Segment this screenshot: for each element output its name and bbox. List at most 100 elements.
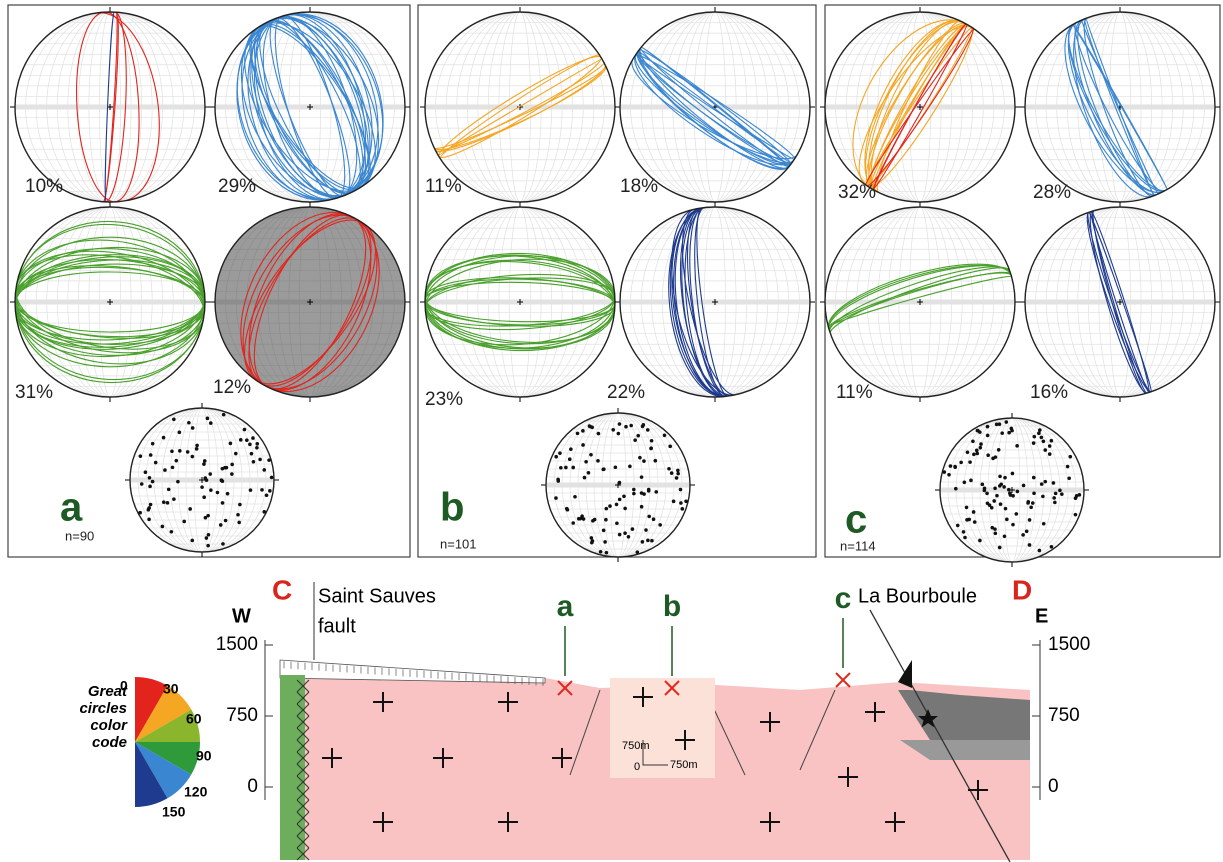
pole-dot xyxy=(1015,489,1020,494)
site-label: b xyxy=(663,590,681,623)
pole-dot xyxy=(963,535,967,540)
panel-count: n=101 xyxy=(440,536,477,551)
granite-cross xyxy=(373,812,393,832)
fault-breccia xyxy=(296,751,310,765)
pole-dot xyxy=(1039,482,1044,486)
axis-label: 0 xyxy=(247,776,258,797)
pole-dot xyxy=(575,431,580,436)
pole-dot xyxy=(208,472,213,476)
pole-dot xyxy=(986,453,990,457)
pole-dot xyxy=(166,487,171,492)
pole-dot xyxy=(987,503,992,507)
pole-dot xyxy=(567,457,572,462)
pole-dot xyxy=(172,497,176,501)
pole-dot xyxy=(635,550,640,555)
pole-dot xyxy=(650,538,654,543)
stereonet xyxy=(210,202,410,402)
pole-dot xyxy=(653,458,658,463)
pole-dot xyxy=(998,474,1002,479)
pole-dot xyxy=(591,519,595,523)
pole-dot xyxy=(603,540,607,544)
great-circle xyxy=(631,59,798,160)
legend-angle: 120 xyxy=(184,784,208,800)
pole-dot xyxy=(1030,501,1035,505)
pole-dot xyxy=(1053,491,1058,496)
pole-dot xyxy=(143,470,148,475)
pole-dot xyxy=(200,485,204,489)
pole-dot xyxy=(223,518,228,523)
great-circle xyxy=(638,49,792,165)
great-circles xyxy=(1064,17,1168,198)
pole-dot xyxy=(617,497,622,502)
fault-label: Saint Sauves xyxy=(318,585,436,607)
stereonet xyxy=(1020,202,1220,402)
net-percentage: 12% xyxy=(213,377,251,398)
granite-cross xyxy=(498,692,518,712)
net-primitive xyxy=(939,417,1085,563)
site-label: c xyxy=(835,582,852,615)
pole-dot xyxy=(1032,434,1037,439)
great-circle xyxy=(636,50,793,166)
pole-dot xyxy=(1021,483,1026,488)
pole-dot xyxy=(614,502,619,507)
pole-dot xyxy=(153,460,158,465)
great-circle xyxy=(866,27,974,187)
pole-dot xyxy=(997,545,1002,550)
pole-dot xyxy=(1047,444,1052,448)
great-circles xyxy=(631,46,798,170)
pole-dot xyxy=(238,502,242,507)
pole-dot xyxy=(208,421,213,425)
pole-dot xyxy=(1038,428,1042,432)
pole-dot xyxy=(161,500,166,504)
pole-dot xyxy=(206,532,211,537)
pole-dot xyxy=(182,519,187,524)
great-circle xyxy=(686,207,730,397)
great-circle xyxy=(1090,210,1150,394)
pole-dot xyxy=(639,475,644,479)
axis-label: 750 xyxy=(226,705,258,726)
fault-breccia xyxy=(296,787,310,801)
pole-dot xyxy=(204,536,209,540)
net-percentage: 28% xyxy=(1033,182,1071,203)
pole-dot xyxy=(225,491,230,496)
town-label: La Bourboule xyxy=(858,585,977,607)
pole-dot xyxy=(992,499,996,503)
legend-sector xyxy=(135,685,192,742)
net-primitive xyxy=(545,412,691,558)
pole-dot xyxy=(953,464,957,469)
great-circle xyxy=(438,56,602,159)
site-label: a xyxy=(557,590,574,623)
pole-dot xyxy=(1041,494,1045,499)
pole-dot xyxy=(1029,505,1033,510)
pole-dot xyxy=(993,527,997,531)
pole-dot xyxy=(948,464,953,468)
panel-count: n=114 xyxy=(840,538,876,553)
pole-dot xyxy=(954,486,958,491)
net-center xyxy=(1117,299,1123,305)
pole-dot xyxy=(615,521,619,526)
pole-dot xyxy=(206,543,210,548)
pole-dot xyxy=(1037,548,1042,553)
great-circle xyxy=(852,19,967,191)
fault-breccia xyxy=(296,715,310,729)
pole-dot xyxy=(646,487,651,492)
pole-dot xyxy=(190,454,195,459)
pole-dot xyxy=(676,471,680,476)
pole-dot xyxy=(671,499,676,504)
pole-dot xyxy=(994,422,999,427)
pole-dot xyxy=(1074,494,1079,498)
pole-dot xyxy=(267,458,271,462)
star xyxy=(918,709,938,728)
pole-dot xyxy=(632,491,636,496)
pole-dot xyxy=(1037,431,1041,436)
legend-sector xyxy=(135,742,192,799)
scale-label: 750m xyxy=(670,759,698,771)
pole-dot xyxy=(204,478,209,482)
pole-dot xyxy=(658,523,662,527)
pole-dot xyxy=(978,538,982,543)
pole-dot xyxy=(251,436,255,440)
great-circles xyxy=(852,19,975,194)
great-circle xyxy=(681,208,737,396)
pole-dot xyxy=(188,507,192,511)
